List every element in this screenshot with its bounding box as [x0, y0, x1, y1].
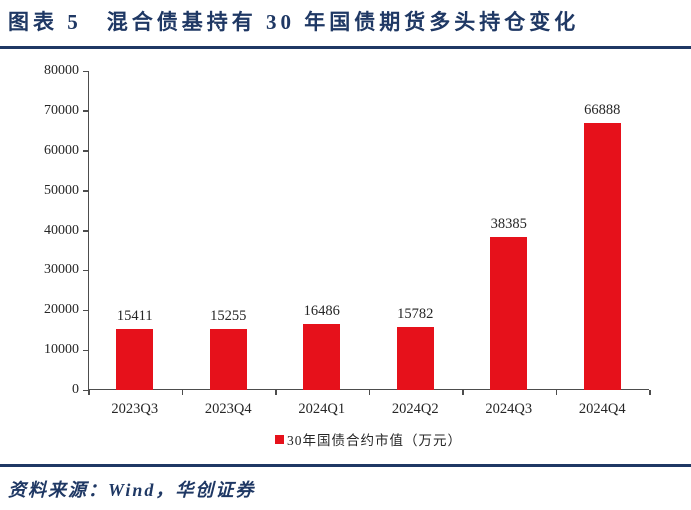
bar-value-label: 15411	[116, 307, 153, 324]
y-axis-tick	[83, 389, 88, 391]
y-axis-tick-label: 70000	[44, 102, 79, 118]
x-axis-category-label: 2024Q2	[391, 401, 439, 417]
y-axis-tick	[83, 190, 88, 192]
y-axis-tick	[83, 110, 88, 112]
x-axis-tick	[181, 390, 183, 395]
bar	[396, 327, 434, 390]
bar	[490, 236, 528, 390]
bar-value-label: 15255	[210, 308, 247, 325]
y-axis-tick-label: 60000	[44, 142, 79, 158]
x-axis-category-label: 2023Q3	[111, 401, 159, 417]
x-axis-tick	[462, 390, 464, 395]
bar-value-label: 16486	[303, 303, 340, 320]
x-axis-category-label: 2024Q4	[578, 401, 626, 417]
y-axis-tick	[83, 349, 88, 352]
x-axis-tick	[649, 390, 651, 395]
y-axis-tick	[83, 269, 88, 272]
x-axis-tick	[275, 390, 277, 395]
title-divider	[0, 46, 691, 49]
bar-chart: 30年国债合约市值（万元） 0 10000 20000 30000 40000 50000…	[0, 49, 691, 454]
figure-title: 图表 5 混合债基持有 30 年国债期货多头持仓变化	[8, 10, 580, 34]
bar-value-label: 38385	[490, 215, 527, 232]
y-axis-tick	[83, 70, 88, 72]
y-axis-tick	[83, 309, 88, 312]
y-axis-tick-label: 10000	[44, 342, 79, 358]
bar-value-label: 66888	[584, 102, 621, 119]
footer-divider	[0, 464, 691, 467]
bar	[116, 328, 154, 390]
report-figure: 图表 5 混合债基持有 30 年国债期货多头持仓变化 30年国债合约市值（万元）…	[0, 7, 691, 510]
bar-value-label: 15782	[397, 306, 434, 323]
bar	[583, 123, 621, 390]
legend-label: 30年国债合约市值（万元）	[287, 433, 462, 448]
y-axis-tick-label: 30000	[44, 262, 79, 278]
x-axis-tick	[88, 390, 90, 395]
chart-legend: 30年国债合约市值（万元）	[88, 429, 649, 449]
y-axis-tick	[83, 230, 88, 232]
plot-area	[88, 71, 649, 390]
x-axis-tick	[368, 390, 370, 395]
x-axis-tick	[555, 390, 557, 395]
bar	[303, 324, 341, 390]
x-axis-category-label: 2024Q3	[485, 401, 533, 417]
x-axis-category-label: 2023Q4	[204, 401, 252, 417]
y-axis-tick-label: 80000	[44, 63, 79, 78]
legend-swatch-icon	[275, 434, 284, 444]
y-axis-tick-label: 0	[72, 382, 79, 397]
y-axis-tick	[83, 150, 88, 152]
y-axis-tick-label: 40000	[44, 222, 79, 238]
y-axis-tick-label: 20000	[44, 302, 79, 318]
x-axis-category-label: 2024Q1	[298, 401, 346, 417]
bar	[209, 329, 247, 390]
source-note: 资料来源：Wind，华创证券	[8, 480, 256, 500]
y-axis-tick-label: 50000	[44, 182, 79, 198]
